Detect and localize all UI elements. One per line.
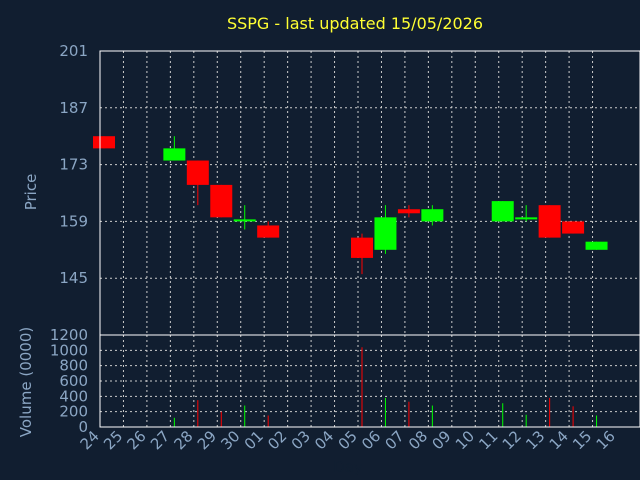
x-tick-label: 13 xyxy=(522,427,548,453)
candle-body-29 xyxy=(210,184,233,218)
candle-body-27 xyxy=(163,148,186,161)
x-tick-label: 01 xyxy=(241,427,267,453)
candle-body-24 xyxy=(93,136,115,149)
x-tick-label: 30 xyxy=(217,427,243,453)
x-tick-label: 02 xyxy=(264,427,290,453)
price-axis-label: Price xyxy=(22,174,40,211)
volume-axis-label: Volume (0000) xyxy=(17,327,35,437)
x-tick-label: 25 xyxy=(100,427,126,453)
x-tick-label: 12 xyxy=(499,427,525,453)
x-tick-label: 07 xyxy=(382,427,408,453)
candle-body-13 xyxy=(538,205,561,238)
candle-body-11 xyxy=(491,201,514,222)
price-tick-label: 173 xyxy=(59,156,88,174)
volume-tick-label: 400 xyxy=(59,387,88,405)
candle-body-08 xyxy=(421,209,444,222)
x-tick-label: 09 xyxy=(428,427,454,453)
price-tick-label: 187 xyxy=(59,99,88,117)
price-tick-label: 159 xyxy=(59,212,88,230)
x-axis-label: Day xyxy=(333,458,363,476)
price-panel: 145 159 173 187 201 xyxy=(59,42,640,336)
x-tick-label: 16 xyxy=(593,427,619,453)
volume-tick-label: 200 xyxy=(59,403,88,421)
candle-body-28 xyxy=(186,160,209,185)
x-tick-label: 27 xyxy=(147,427,173,453)
x-tick-label: 28 xyxy=(170,427,196,453)
x-tick-label: 03 xyxy=(288,427,314,453)
x-tick-label: 10 xyxy=(452,427,478,453)
candle-body-15 xyxy=(585,241,608,250)
x-tick-label: 08 xyxy=(405,427,431,453)
x-tick-label: 26 xyxy=(124,427,150,453)
price-tick-label: 201 xyxy=(59,42,88,60)
x-axis: 2425262728293001020304050607080910111213… xyxy=(77,427,619,453)
candle-body-14 xyxy=(562,221,585,234)
candle-body-01 xyxy=(257,225,280,238)
candle-body-05 xyxy=(351,237,373,258)
x-tick-label: 14 xyxy=(546,427,572,453)
chart-title: SSPG - last updated 15/05/2026 xyxy=(227,14,483,33)
volume-tick-label: 800 xyxy=(59,357,88,375)
candle-body-06 xyxy=(374,217,397,250)
x-tick-label: 11 xyxy=(475,427,501,453)
price-tick-label: 145 xyxy=(59,269,88,287)
volume-tick-label: 600 xyxy=(59,372,88,390)
candle-body-30 xyxy=(233,219,256,222)
x-tick-label: 05 xyxy=(335,427,361,453)
x-tick-label: 29 xyxy=(194,427,220,453)
candle-body-12 xyxy=(515,217,538,220)
volume-tick-label: 1200 xyxy=(50,326,88,344)
price-plot-frame xyxy=(99,50,640,336)
candle-body-07 xyxy=(397,209,420,214)
x-tick-label: 15 xyxy=(569,427,595,453)
x-tick-label: 04 xyxy=(311,427,337,453)
x-tick-label: 06 xyxy=(358,427,384,453)
volume-tick-label: 1000 xyxy=(50,341,88,359)
volume-plot-frame xyxy=(99,334,640,428)
volume-tick-label: 0 xyxy=(78,418,88,436)
